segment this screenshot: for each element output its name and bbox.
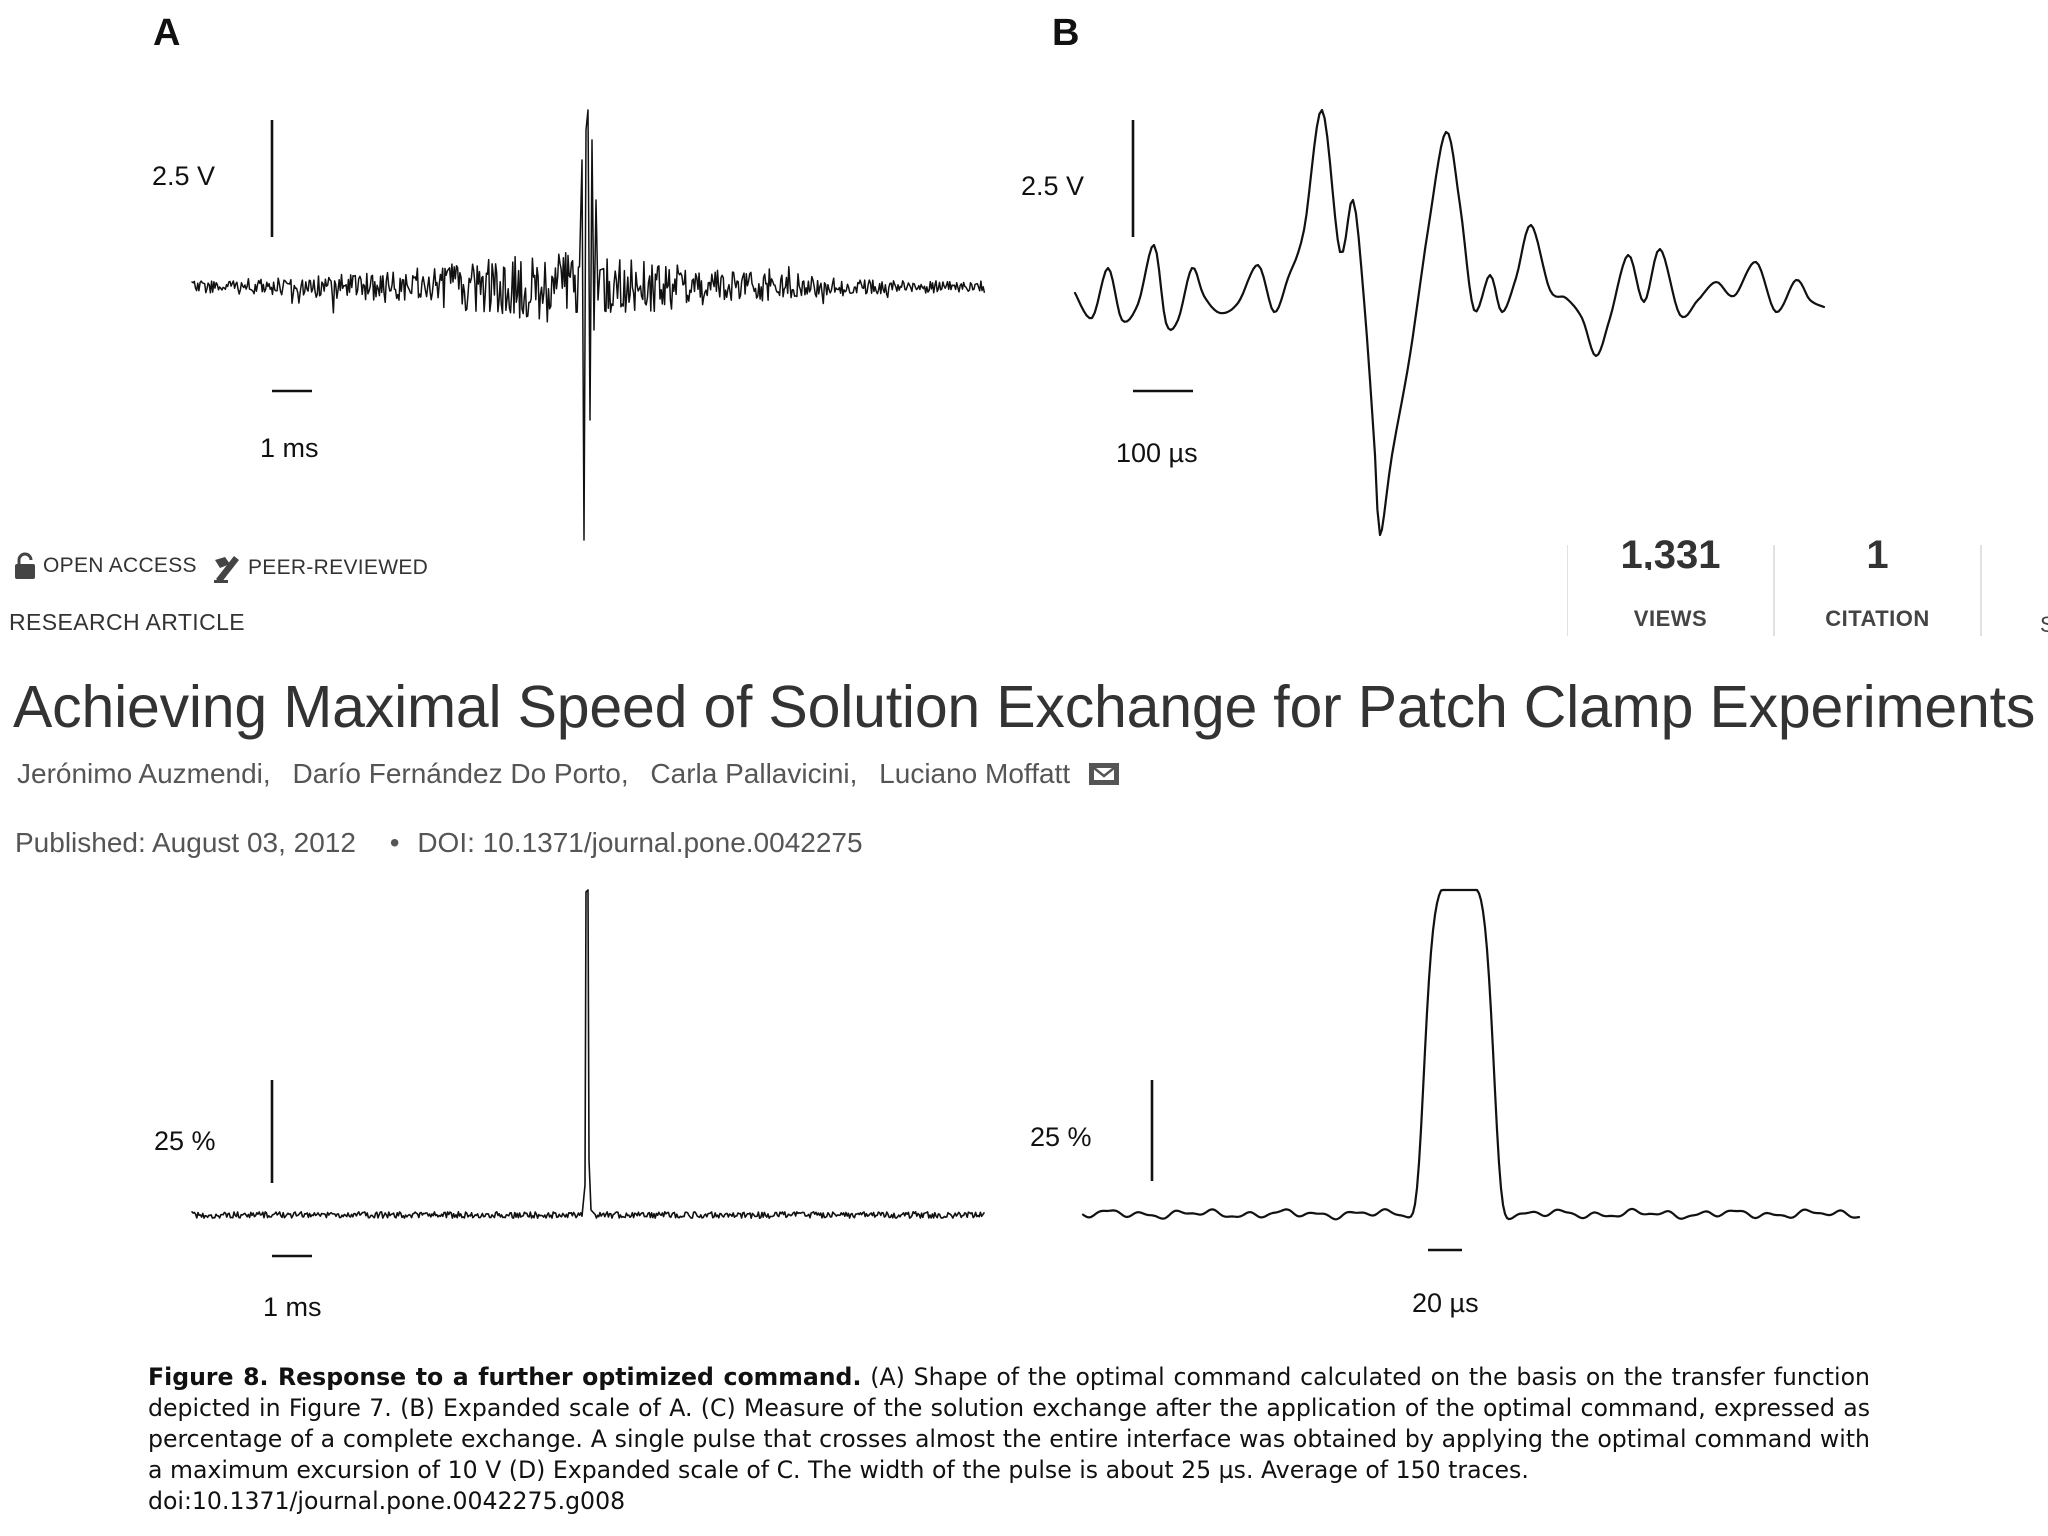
caption-doi[interactable]: doi:10.1371/journal.pone.0042275.g008	[148, 1487, 626, 1515]
panel-d: 25 % 20 µs	[1030, 888, 1861, 1318]
views-count: 1,331	[1620, 540, 1721, 570]
citation-label: CITATION	[1825, 606, 1930, 631]
views-metric[interactable]: 1,331 VIEWS	[1568, 540, 1773, 636]
published-date: Published: August 03, 2012	[15, 827, 356, 858]
panel-a-label: A	[153, 12, 180, 54]
panel-b: B 2.5 V 100 µs	[1021, 12, 1826, 537]
panel-b-vertical-scale-label: 2.5 V	[1021, 171, 1084, 201]
caption-text: (A) Shape of the optimal command calcula…	[148, 1363, 1870, 1484]
panel-a-trace	[191, 109, 986, 541]
open-access-label: OPEN ACCESS	[43, 554, 197, 577]
panel-a-vertical-scale-label: 2.5 V	[152, 161, 215, 191]
peer-review-icon	[214, 556, 239, 583]
author-list: Jerónimo Auzmendi, Darío Fernández Do Po…	[17, 758, 1120, 790]
panel-c: 25 % 1 ms	[154, 889, 985, 1322]
author-link[interactable]: Darío Fernández Do Porto,	[292, 758, 629, 789]
panel-a-horizontal-scale-label: 1 ms	[260, 433, 319, 463]
author-link[interactable]: Carla Pallavicini,	[650, 758, 858, 789]
panel-b-trace	[1073, 108, 1826, 537]
panel-c-horizontal-scale-label: 1 ms	[263, 1292, 322, 1322]
unlock-icon	[15, 552, 35, 579]
author-link[interactable]: Jerónimo Auzmendi,	[17, 758, 271, 789]
peer-reviewed-label: PEER-REVIEWED	[248, 556, 429, 579]
article-type: RESEARCH ARTICLE	[9, 609, 246, 635]
publication-info: Published: August 03, 2012 • DOI: 10.137…	[15, 827, 863, 859]
panel-c-vertical-scale-label: 25 %	[154, 1126, 216, 1156]
peer-reviewed-badge[interactable]: PEER-REVIEWED	[212, 552, 428, 584]
metrics-divider	[1773, 545, 1775, 636]
panel-b-label: B	[1052, 12, 1079, 54]
citations-metric[interactable]: 1 CITATION	[1775, 540, 1980, 636]
caption-title: Figure 8. Response to a further optimize…	[148, 1363, 862, 1391]
figure-caption: Figure 8. Response to a further optimize…	[148, 1362, 1870, 1517]
separator-dot: •	[389, 827, 400, 858]
mail-icon[interactable]	[1088, 762, 1120, 786]
panel-d-horizontal-scale-label: 20 µs	[1412, 1288, 1479, 1318]
panel-d-trace	[1081, 888, 1861, 1221]
metrics-edge-fragment: S	[2040, 612, 2048, 637]
panel-c-trace	[191, 889, 985, 1219]
article-title: Achieving Maximal Speed of Solution Exch…	[13, 674, 2036, 740]
open-access-badge[interactable]: OPEN ACCESS	[13, 552, 197, 580]
panel-a: A 2.5 V 1 ms	[152, 12, 986, 541]
panel-d-vertical-scale-label: 25 %	[1030, 1122, 1092, 1152]
author-link[interactable]: Luciano Moffatt	[879, 758, 1071, 789]
metrics-divider	[1980, 545, 1982, 636]
citation-count: 1	[1866, 540, 1889, 570]
article-doi[interactable]: DOI: 10.1371/journal.pone.0042275	[417, 827, 863, 858]
views-label: VIEWS	[1633, 606, 1708, 631]
panel-b-horizontal-scale-label: 100 µs	[1116, 438, 1198, 468]
